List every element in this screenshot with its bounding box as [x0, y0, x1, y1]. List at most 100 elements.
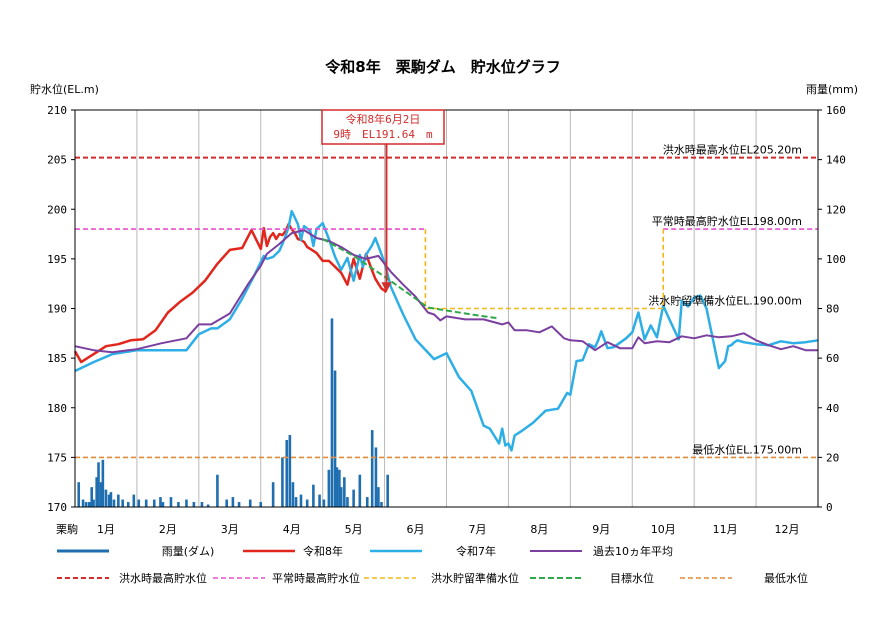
- rain-bar: [152, 499, 156, 507]
- y-tick-label: 205: [47, 154, 67, 167]
- y-axis-label: 貯水位(EL.m): [30, 82, 99, 96]
- rain-bar: [299, 494, 303, 507]
- legend-label-flood_max: 洪水時最高貯水位: [119, 571, 207, 585]
- rain-bar: [231, 497, 235, 507]
- rain-bar: [87, 502, 91, 507]
- rain-bar: [126, 502, 130, 507]
- legend-label-r8: 令和8年: [303, 544, 343, 558]
- annotation-box: [321, 109, 445, 145]
- rain-bar: [370, 430, 374, 507]
- rain-bar: [281, 457, 284, 507]
- rain-bar: [95, 477, 98, 507]
- rain-bar: [169, 497, 173, 507]
- legend-label-rain: 雨量(ダム): [162, 544, 215, 558]
- rain-bar: [248, 499, 252, 507]
- rain-bar: [343, 477, 346, 507]
- y2-tick-label: 120: [826, 203, 846, 216]
- rain-bar: [101, 459, 105, 507]
- rain-bar: [97, 462, 100, 507]
- reference-labels: 洪水時最高水位EL205.20m 平常時最高貯水位EL198.00m 洪水貯留準備水…: [648, 143, 802, 457]
- x-tick-label: 2月: [159, 523, 177, 536]
- annotation-level: 9時 EL191.64 m: [333, 128, 433, 141]
- series-line-target: [322, 238, 500, 320]
- y-tick-label: 175: [47, 451, 67, 464]
- rain-bar: [271, 482, 275, 507]
- rain-bar: [216, 474, 219, 507]
- x-tick-label: 11月: [713, 523, 738, 536]
- rain-bar: [291, 482, 295, 507]
- rain-bar: [259, 502, 263, 507]
- rain-bar: [333, 370, 337, 507]
- y2-tick-label: 100: [826, 253, 846, 266]
- rain-bar: [206, 504, 210, 507]
- legend-label-r7: 令和7年: [456, 544, 496, 558]
- rain-bar: [81, 499, 85, 507]
- x-tick-label: 10月: [651, 523, 676, 536]
- ref-label-flood_max: 洪水時最高水位EL205.20m: [663, 143, 802, 157]
- y-tick-label: 210: [47, 104, 67, 117]
- y2-tick-label: 140: [826, 154, 846, 167]
- x-tick-label: 9月: [592, 523, 610, 536]
- ref-label-flood_reserve: 洪水貯留準備水位EL.190.00m: [648, 294, 802, 308]
- rain-bar: [339, 487, 343, 507]
- rain-bar: [285, 440, 289, 507]
- series-line-avg: [74, 229, 818, 354]
- series-lines: [73, 156, 819, 459]
- y-tick-label: 190: [47, 303, 67, 316]
- rain-bar: [92, 499, 95, 507]
- rain-bar: [200, 502, 204, 507]
- annotation-arrowhead: [381, 282, 392, 293]
- x-tick-label: 1月: [97, 523, 115, 536]
- rain-bar: [137, 499, 141, 507]
- chart-title: 令和8年 栗駒ダム 貯水位グラフ: [325, 58, 560, 76]
- rain-bar: [117, 494, 120, 507]
- rain-bar: [327, 469, 331, 507]
- x-tick-label: 8月: [530, 523, 548, 536]
- rain-bar: [177, 502, 180, 507]
- y-tick-label: 180: [47, 402, 67, 415]
- y2-tick-label: 40: [826, 402, 839, 415]
- rain-bar: [365, 497, 369, 507]
- rain-bar: [322, 499, 326, 507]
- rain-bar: [192, 502, 196, 507]
- legend-label-normal_max: 平常時最高貯水位: [272, 571, 360, 585]
- series-line-r8: [73, 222, 388, 364]
- x-tick-label: 7月: [468, 523, 486, 536]
- y2-tick-label: 20: [826, 451, 839, 464]
- legend-label-avg: 過去10ヵ年平均: [593, 544, 673, 558]
- x-tick-label: 3月: [221, 523, 239, 536]
- y-tick-label: 195: [47, 253, 67, 266]
- rain-bar: [99, 482, 103, 507]
- rain-bar: [288, 435, 292, 507]
- annotation-callout: 令和8年6月2日 9時 EL191.64 m: [321, 109, 445, 293]
- rain-bar: [346, 497, 349, 507]
- x-tick-label: 4月: [283, 523, 301, 536]
- rain-bar: [318, 494, 321, 507]
- rain-bar: [305, 499, 309, 507]
- rain-bar: [161, 502, 165, 507]
- rain-bar: [159, 497, 162, 507]
- rain-bar: [335, 467, 339, 507]
- rain-bar: [330, 318, 334, 507]
- series-line-r7: [74, 209, 819, 452]
- rain-bar: [104, 489, 108, 507]
- y-tick-label: 185: [47, 352, 67, 365]
- legend-label-flood_reserve: 洪水貯留準備水位: [431, 571, 519, 585]
- x-tick-label: 6月: [407, 523, 425, 536]
- rain-bar: [338, 469, 341, 507]
- dam-name-label: 栗駒: [56, 523, 78, 536]
- rain-bar: [374, 447, 378, 507]
- rain-bar: [121, 499, 124, 507]
- y2-tick-label: 80: [826, 303, 839, 316]
- y2-tick-label: 60: [826, 352, 839, 365]
- rain-bar: [77, 482, 81, 507]
- rain-bar: [380, 502, 383, 507]
- rain-bar: [312, 484, 315, 507]
- rain-bar: [237, 502, 241, 507]
- ref-label-normal_max: 平常時最高貯水位EL198.00m: [652, 214, 802, 228]
- rain-bar: [352, 489, 355, 507]
- rain-bar: [386, 474, 389, 507]
- ref-label-min_level: 最低水位EL.175.00m: [692, 442, 802, 456]
